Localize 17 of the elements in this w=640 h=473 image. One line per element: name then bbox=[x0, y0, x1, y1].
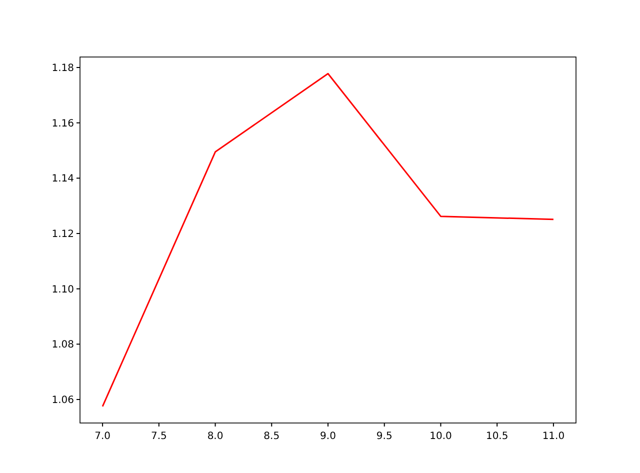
y-tick-label: 1.10 bbox=[52, 284, 74, 296]
line-series bbox=[102, 72, 554, 408]
y-tick-label: 1.12 bbox=[52, 229, 74, 240]
x-tick-label: 8.0 bbox=[207, 431, 224, 442]
x-tick-label: 11.0 bbox=[542, 431, 565, 442]
x-tick-label: 7.5 bbox=[150, 431, 167, 442]
x-tick-label: 9.0 bbox=[320, 431, 336, 442]
y-tick-label: 1.18 bbox=[52, 63, 74, 74]
x-tick-label: 9.5 bbox=[376, 431, 392, 442]
x-tick-label: 10.5 bbox=[486, 431, 508, 442]
x-tick-label: 7.0 bbox=[94, 431, 110, 442]
y-tick-label: 1.06 bbox=[52, 394, 74, 406]
y-tick-label: 1.16 bbox=[52, 118, 74, 130]
y-tick-label: 1.08 bbox=[52, 340, 74, 351]
y-tick-label: 1.14 bbox=[52, 174, 74, 185]
x-tick-label: 8.5 bbox=[264, 431, 280, 442]
x-tick-label: 10.0 bbox=[430, 431, 452, 442]
